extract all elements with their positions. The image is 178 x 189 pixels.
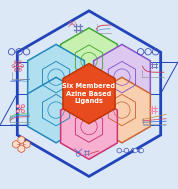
Polygon shape [63,64,115,124]
Polygon shape [18,145,25,153]
Polygon shape [28,44,84,110]
Polygon shape [21,109,25,113]
Polygon shape [16,105,20,108]
Polygon shape [21,105,25,108]
Polygon shape [18,136,25,144]
Polygon shape [61,94,117,159]
Polygon shape [23,140,30,148]
Polygon shape [94,44,150,110]
Polygon shape [61,28,117,93]
Polygon shape [133,148,137,153]
Polygon shape [94,77,150,143]
Polygon shape [16,109,20,113]
Text: Six Membered
Azine Based
Ligands: Six Membered Azine Based Ligands [62,83,116,104]
Polygon shape [47,45,131,143]
Polygon shape [17,11,161,176]
Polygon shape [28,77,84,143]
Polygon shape [13,140,19,148]
Polygon shape [140,148,143,153]
